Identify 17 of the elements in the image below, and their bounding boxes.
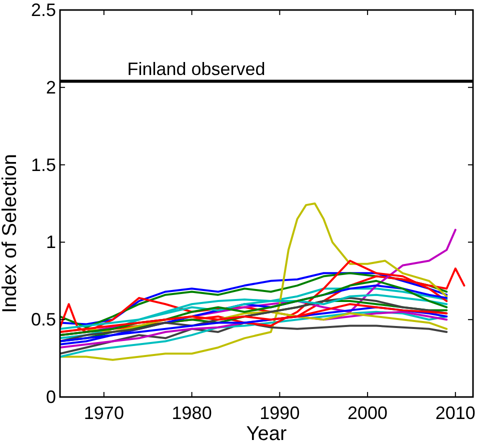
- ref-line-label: Finland observed: [127, 59, 266, 80]
- y-tick-label: 2.5: [30, 0, 56, 20]
- line-series: [60, 310, 448, 358]
- y-tick-label: 2: [46, 77, 56, 98]
- y-tick-label: 0: [46, 387, 56, 407]
- x-axis-title: Year: [246, 423, 288, 444]
- x-tick-label: 2010: [435, 403, 476, 423]
- y-tick-label: 1.5: [30, 154, 56, 175]
- y-axis-title: Index of Selection: [0, 154, 21, 313]
- line-series: [60, 322, 448, 355]
- x-tick-label: 2000: [348, 403, 388, 423]
- y-tick-label: 1: [46, 232, 56, 252]
- x-tick-label: 1980: [172, 403, 212, 423]
- y-tick-label: 0.5: [30, 310, 56, 330]
- x-tick-label: 1990: [260, 403, 300, 423]
- line-series: [60, 202, 448, 361]
- x-tick-label: 1970: [84, 403, 124, 423]
